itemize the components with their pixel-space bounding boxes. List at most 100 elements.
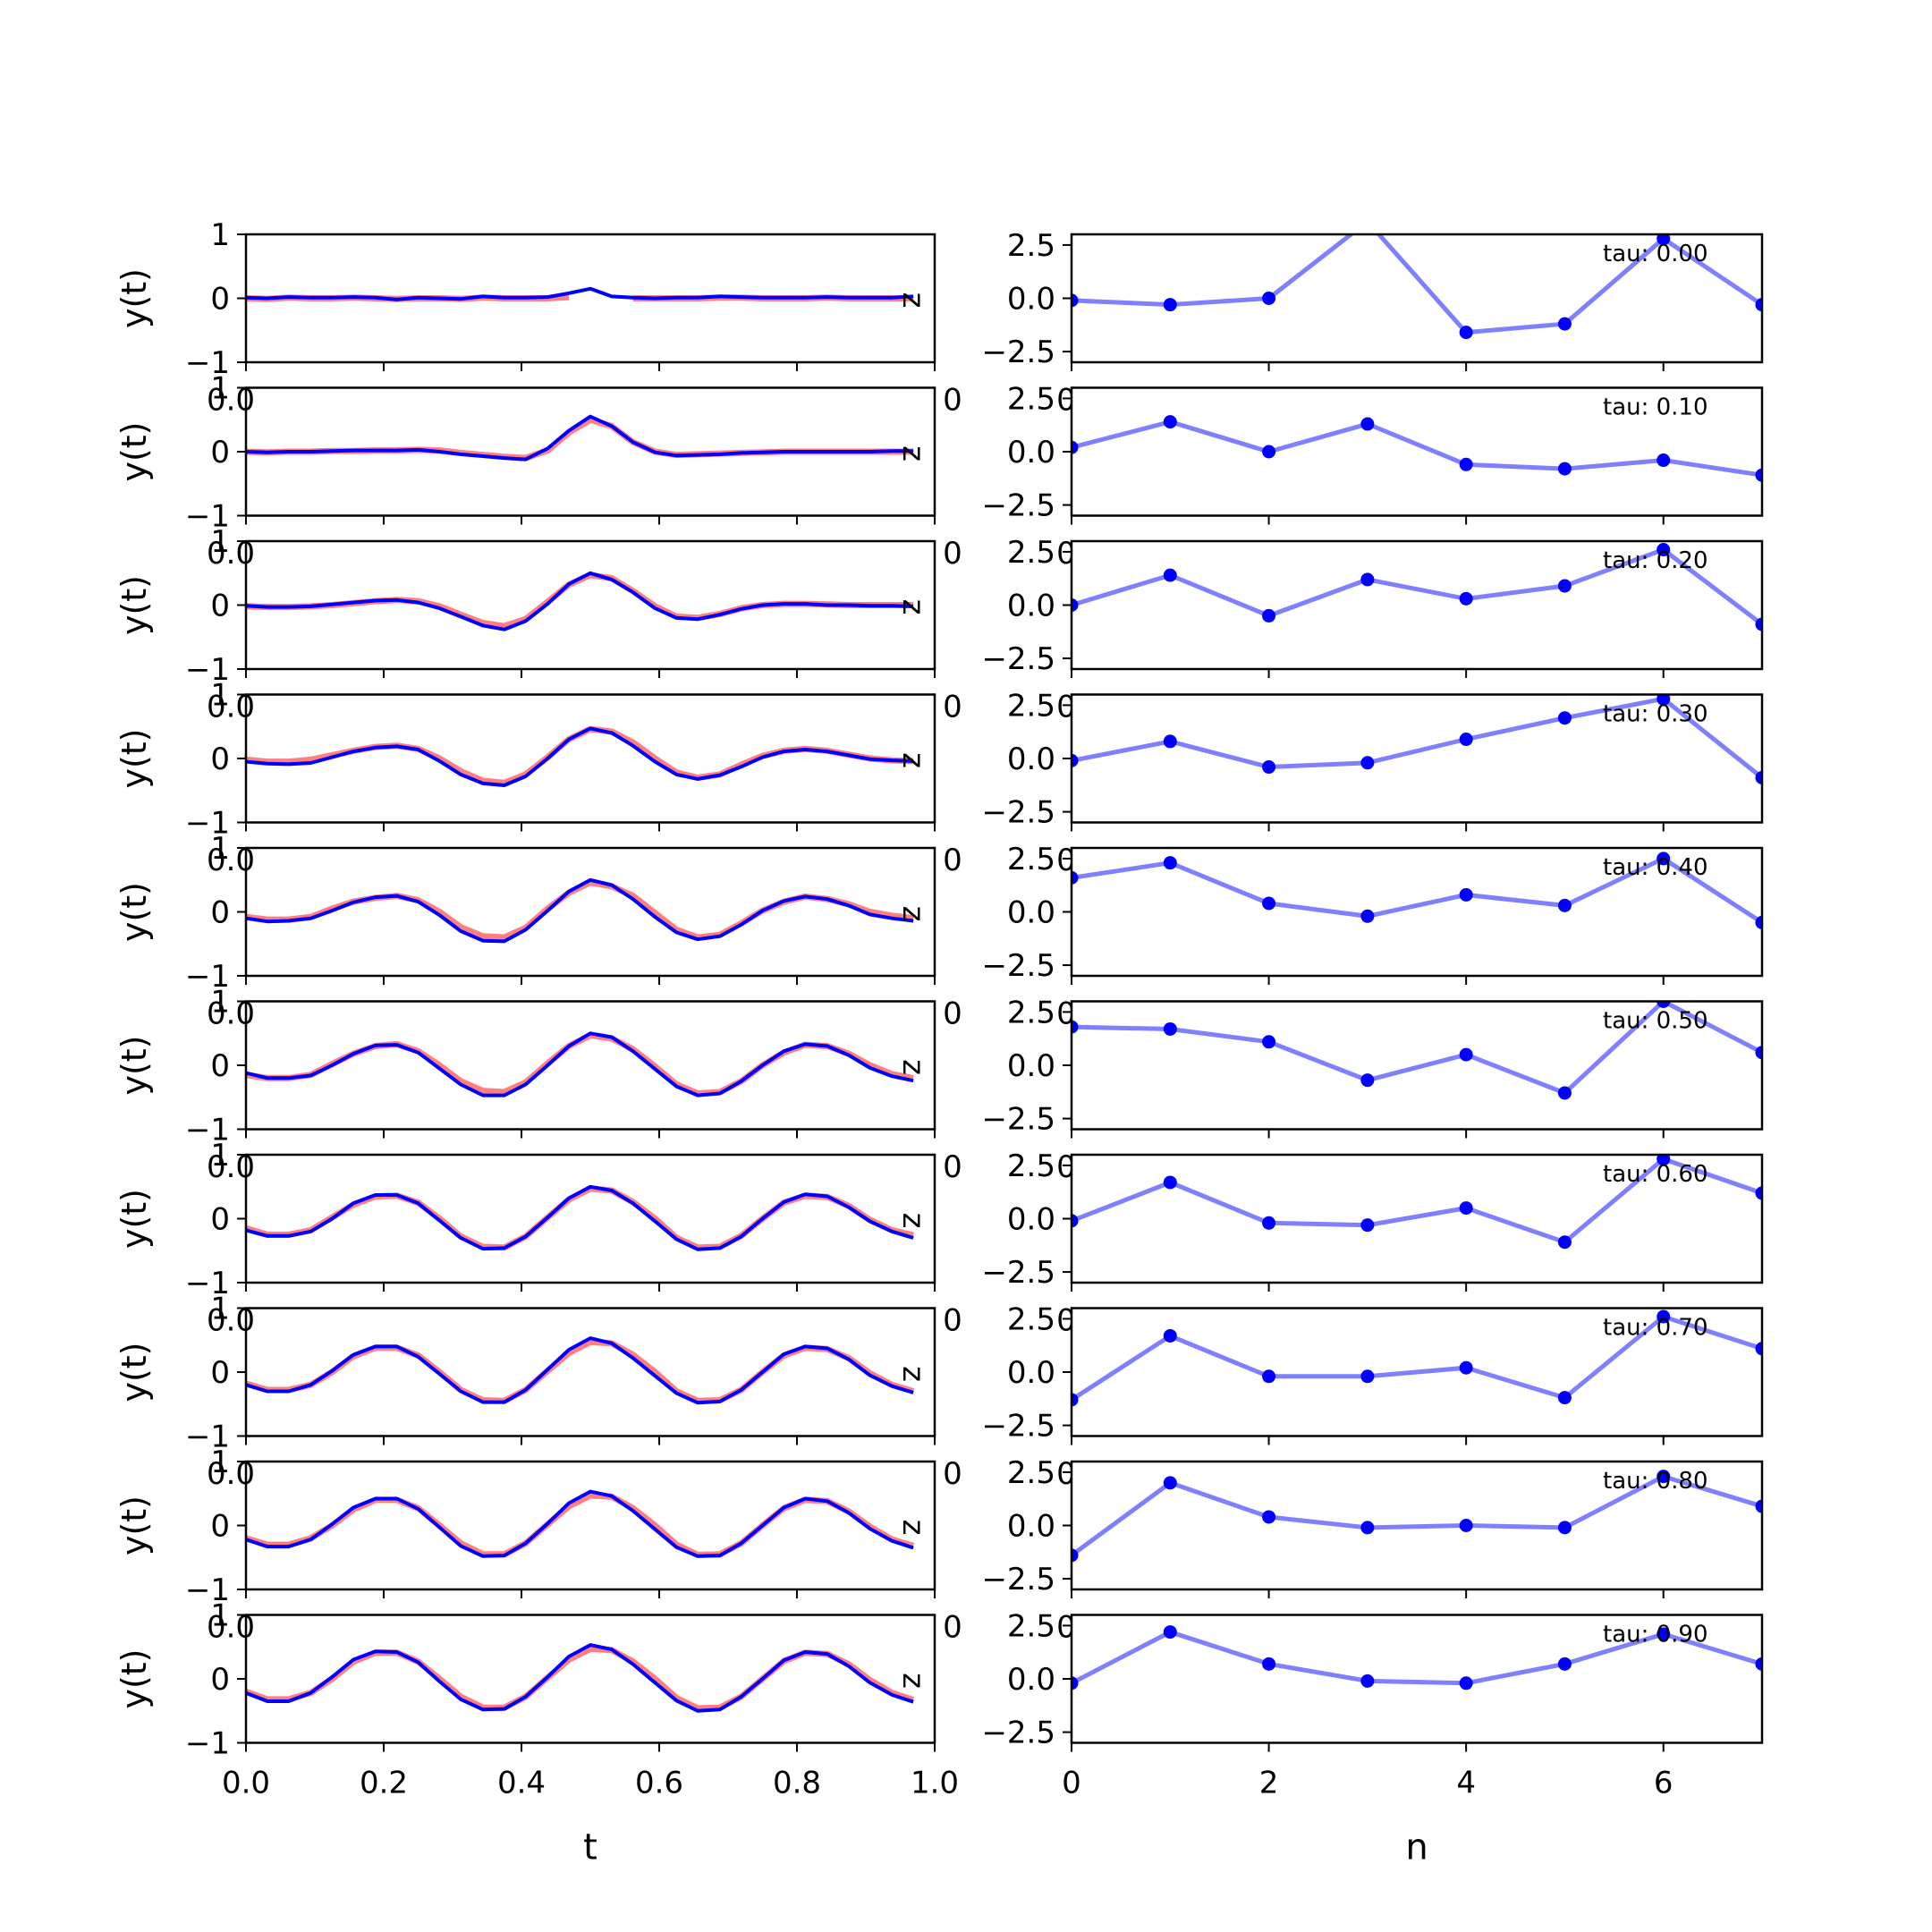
z-marker: z bbox=[895, 1213, 931, 1229]
coeff-line bbox=[1072, 1156, 1762, 1245]
y-tick-label: 1 bbox=[210, 1292, 230, 1327]
coeff-point bbox=[1657, 1155, 1671, 1166]
coeffs-series bbox=[1072, 1309, 1762, 1407]
y-axis-label: y(t) bbox=[114, 882, 154, 942]
right-panel-1: 2.5 0.0 −2.5 tau: 0.10 bbox=[981, 381, 1764, 525]
overlap-tick-label: 0.0 bbox=[207, 996, 255, 1032]
coeff-point bbox=[1163, 1328, 1177, 1343]
plot-area bbox=[1072, 694, 1762, 823]
coeff-point bbox=[1360, 1674, 1375, 1688]
z-marker: z bbox=[895, 1520, 931, 1536]
coeff-point bbox=[1360, 572, 1375, 587]
coeffs-series bbox=[1072, 1625, 1762, 1690]
coeff-point bbox=[1163, 568, 1177, 582]
coeff-point bbox=[1657, 1470, 1671, 1484]
x-axis-label: n bbox=[1405, 1827, 1428, 1868]
y-tick-label: 0 bbox=[210, 1202, 230, 1238]
tau-label: tau: 0.10 bbox=[1603, 394, 1708, 421]
y-tick-label: 0.0 bbox=[1007, 589, 1055, 624]
right-panel-4: 2.5 0.0 −2.5 tau: 0.40 bbox=[981, 842, 1764, 985]
y-tick-label: −1 bbox=[185, 1266, 230, 1301]
plot-area bbox=[246, 1001, 935, 1130]
y-tick-label: 1 bbox=[210, 678, 230, 714]
coeff-point bbox=[1657, 1309, 1671, 1324]
overlap-tick-label: 0 bbox=[943, 690, 962, 725]
coeff-point bbox=[1459, 1201, 1473, 1216]
left-panel-3: 10−1y(t) z0.0 0 0 bbox=[114, 678, 1076, 842]
coeff-line bbox=[1072, 696, 1762, 780]
coeff-point bbox=[1262, 896, 1276, 911]
tau-label: tau: 0.20 bbox=[1603, 547, 1708, 574]
coeff-point bbox=[1072, 1393, 1079, 1407]
y-tick-label: −1 bbox=[185, 1572, 230, 1608]
coeff-line bbox=[1072, 1001, 1762, 1096]
plot-area bbox=[246, 1155, 935, 1283]
coeffs-series bbox=[1072, 1470, 1762, 1563]
left-panel-5: 10−1y(t) z0.0 0 0 bbox=[114, 985, 1076, 1148]
coeff-point bbox=[1072, 1548, 1079, 1563]
overlap-tick-label: 0 bbox=[943, 1303, 962, 1339]
y-axis-label: y(t) bbox=[114, 268, 154, 328]
plot-area bbox=[246, 694, 935, 823]
series-blue-line bbox=[245, 726, 914, 787]
y-tick-label: −1 bbox=[185, 1419, 230, 1455]
y-tick-label: 2.5 bbox=[1007, 228, 1055, 264]
tau-label: tau: 0.50 bbox=[1603, 1008, 1708, 1035]
y-tick-label: 0.0 bbox=[1007, 1048, 1055, 1084]
coeff-point bbox=[1163, 298, 1177, 312]
coeff-point bbox=[1072, 1214, 1079, 1228]
z-marker: z bbox=[895, 445, 931, 462]
y-tick-label: −2.5 bbox=[981, 335, 1055, 370]
coeff-point bbox=[1557, 1521, 1572, 1535]
y-axis-label: y(t) bbox=[114, 728, 154, 788]
y-tick-label: 0.0 bbox=[1007, 1202, 1055, 1238]
coeffs-series bbox=[1072, 694, 1762, 784]
series-blue-line bbox=[245, 1489, 914, 1558]
x-tick-label: 0.4 bbox=[497, 1766, 546, 1801]
coeff-point bbox=[1755, 468, 1762, 482]
coeff-point bbox=[1755, 770, 1762, 784]
x-tick-label: 0.0 bbox=[222, 1766, 270, 1801]
coeff-line bbox=[1072, 234, 1762, 335]
coeff-point bbox=[1262, 760, 1276, 775]
overlap-tick-label: 0 bbox=[943, 1149, 962, 1185]
overlap-tick-label: 0.0 bbox=[207, 1456, 255, 1492]
coeff-point bbox=[1163, 1625, 1177, 1640]
coeffs-series bbox=[1072, 543, 1762, 631]
right-panel-8: 2.5 0.0 −2.5 tau: 0.80 bbox=[981, 1455, 1764, 1598]
coeff-point bbox=[1360, 1521, 1375, 1535]
coeff-point bbox=[1557, 898, 1572, 912]
coeff-point bbox=[1557, 579, 1572, 593]
plot-area bbox=[1072, 541, 1762, 669]
tau-label: tau: 0.30 bbox=[1603, 701, 1708, 728]
coeff-point bbox=[1755, 1657, 1762, 1671]
coeff-line bbox=[1072, 1629, 1762, 1686]
coeff-point bbox=[1360, 909, 1375, 923]
plot-area bbox=[246, 1614, 935, 1743]
overlap-tick-label: 0.0 bbox=[207, 1610, 255, 1646]
tau-label: tau: 0.90 bbox=[1603, 1622, 1708, 1648]
y-tick-label: 0 bbox=[210, 282, 230, 318]
coeff-point bbox=[1657, 234, 1671, 246]
coeff-point bbox=[1163, 1175, 1177, 1190]
y-tick-label: 1 bbox=[210, 217, 230, 253]
y-tick-label: −2.5 bbox=[981, 1102, 1055, 1138]
coeff-point bbox=[1755, 1499, 1762, 1513]
left-panel-4: 10−1y(t) z0.0 0 0 bbox=[114, 831, 1076, 995]
series-blue-line bbox=[245, 1643, 914, 1713]
y-tick-label: −1 bbox=[185, 345, 230, 381]
left-panel-6: 10−1y(t) z0.0 0 0 bbox=[114, 1138, 1076, 1301]
coeff-point bbox=[1557, 462, 1572, 476]
y-tick-label: 2.5 bbox=[1007, 1608, 1055, 1644]
tau-label: tau: 0.80 bbox=[1603, 1468, 1708, 1495]
coeff-point bbox=[1557, 1657, 1572, 1671]
y-tick-label: 1 bbox=[210, 1445, 230, 1480]
coeff-point bbox=[1262, 1369, 1276, 1384]
coeff-point bbox=[1557, 317, 1572, 331]
coeff-point bbox=[1262, 445, 1276, 459]
y-tick-label: −1 bbox=[185, 652, 230, 688]
y-tick-label: −1 bbox=[185, 1113, 230, 1148]
series-blue-line bbox=[245, 877, 914, 944]
coeff-line bbox=[1072, 419, 1762, 478]
coeff-point bbox=[1755, 298, 1762, 312]
